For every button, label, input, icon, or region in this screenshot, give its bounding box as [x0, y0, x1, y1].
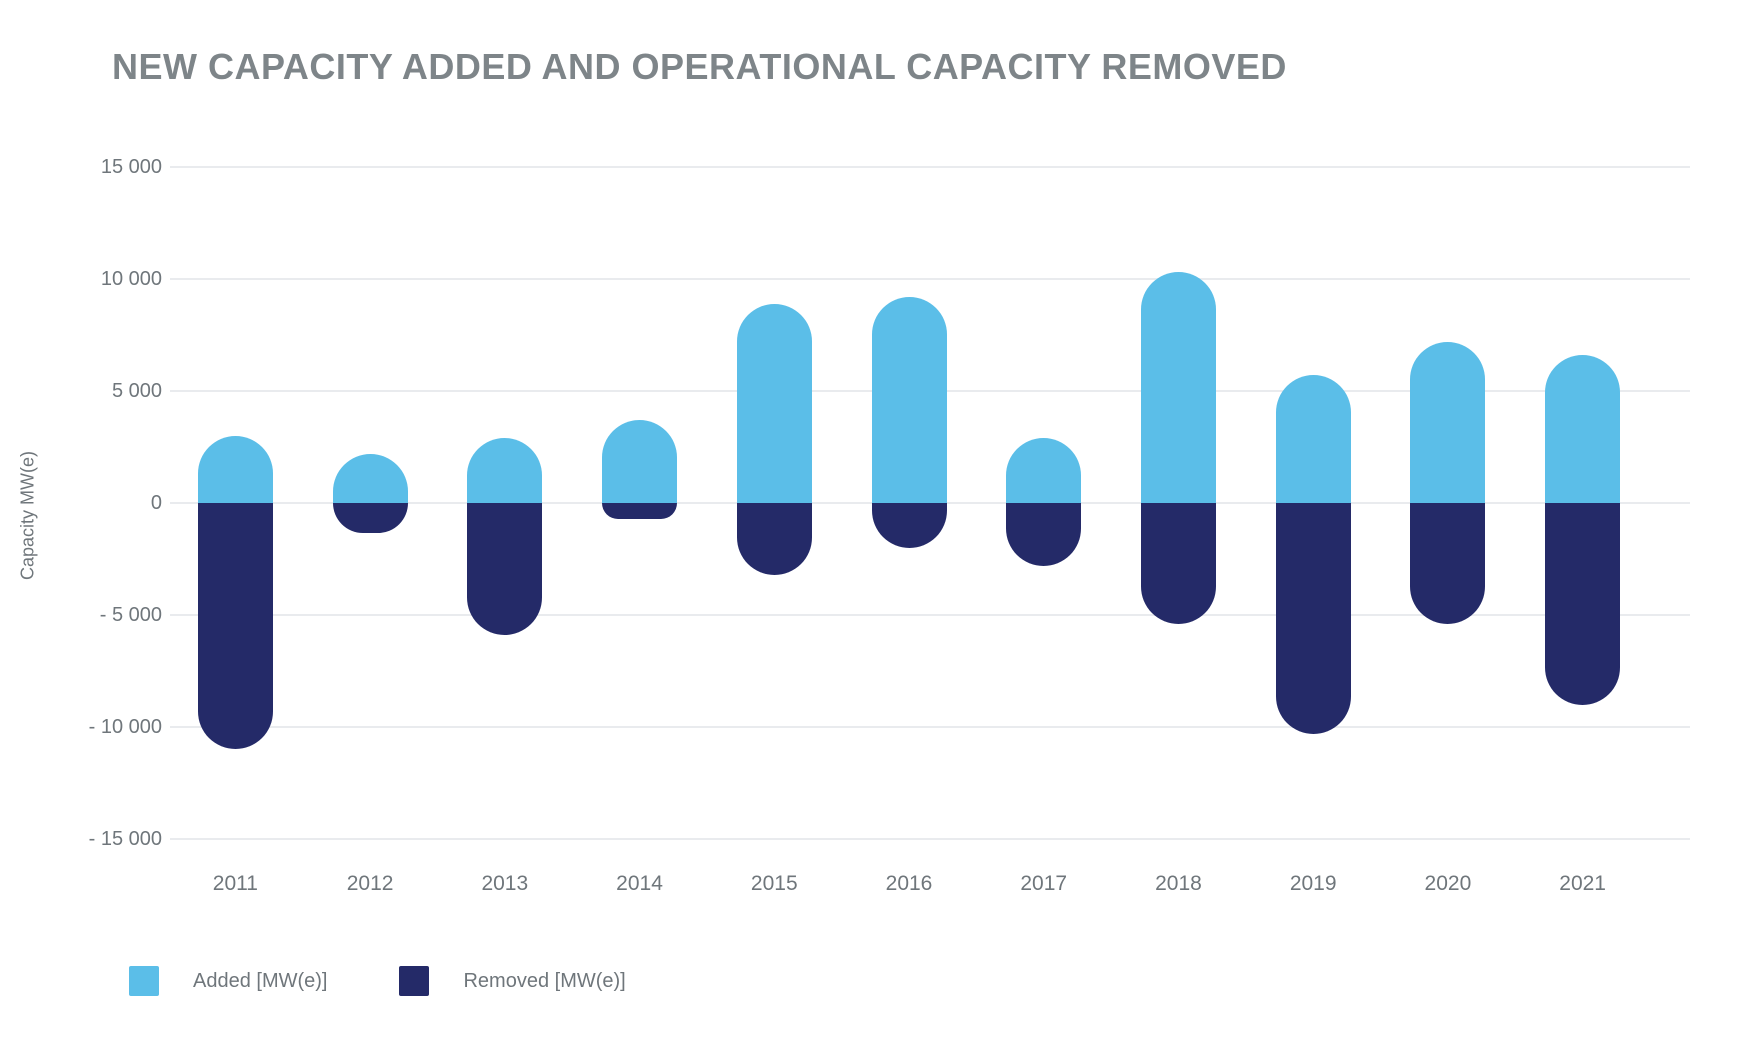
bar-added-2017 [1006, 438, 1082, 503]
bar-removed-2017 [1006, 503, 1082, 566]
y-tick-label-0: 0 [150, 492, 162, 514]
bar-added-2014 [602, 420, 678, 503]
y-tick-label-10000: 10 000 [100, 268, 162, 290]
bar-added-2020 [1410, 341, 1486, 503]
y-tick-label--10000: - 10 000 [88, 716, 162, 738]
x-tick-label-2019: 2019 [1289, 872, 1337, 895]
x-tick-label-2013: 2013 [481, 872, 529, 895]
bar-added-2013 [467, 438, 543, 503]
bar-removed-2014 [602, 503, 678, 519]
x-tick-label-2012: 2012 [346, 872, 394, 895]
bar-removed-2018 [1140, 503, 1216, 624]
legend-item-removed[interactable]: Removed [MW(e)] [399, 966, 626, 996]
bar-removed-2012 [332, 503, 408, 534]
legend-label-removed: Removed [MW(e)] [463, 969, 626, 992]
gridline--5000 [170, 614, 1690, 616]
x-tick-label-2015: 2015 [750, 872, 798, 895]
gridline-15000 [170, 166, 1690, 168]
x-tick-label-2020: 2020 [1424, 872, 1472, 895]
bar-removed-2015 [736, 503, 812, 575]
bar-added-2021 [1545, 355, 1621, 503]
x-tick-label-2011: 2011 [212, 872, 258, 895]
bar-removed-2011 [197, 503, 273, 750]
bar-removed-2016 [871, 503, 947, 548]
bar-added-2016 [871, 296, 947, 503]
bar-added-2012 [332, 453, 408, 503]
x-tick-label-2017: 2017 [1020, 872, 1068, 895]
legend: Added [MW(e)] Removed [MW(e)] [129, 966, 626, 996]
bar-added-2018 [1140, 272, 1216, 503]
gridline--10000 [170, 726, 1690, 728]
gridline--15000 [170, 838, 1690, 840]
x-tick-label-2018: 2018 [1155, 872, 1202, 895]
bar-removed-2020 [1410, 503, 1486, 624]
legend-label-added: Added [MW(e)] [193, 969, 328, 992]
y-tick-label--15000: - 15 000 [88, 828, 162, 850]
bar-removed-2013 [467, 503, 543, 636]
bar-removed-2021 [1545, 503, 1621, 705]
y-tick-label-5000: 5 000 [111, 380, 162, 402]
gridline-10000 [170, 278, 1690, 280]
y-tick-label-15000: 15 000 [100, 156, 162, 178]
legend-item-added[interactable]: Added [MW(e)] [129, 966, 327, 996]
x-tick-label-2014: 2014 [616, 872, 663, 895]
bar-added-2015 [736, 303, 812, 503]
removed-series-swatch [399, 966, 430, 996]
x-tick-label-2021: 2021 [1559, 872, 1606, 895]
bar-removed-2019 [1275, 503, 1351, 734]
y-tick-label--5000: - 5 000 [99, 604, 162, 626]
x-tick-label-2016: 2016 [885, 872, 933, 895]
bar-added-2019 [1275, 375, 1351, 503]
chart-title: NEW CAPACITY ADDED AND OPERATIONAL CAPAC… [112, 46, 1287, 87]
bar-added-2011 [197, 435, 273, 503]
added-series-swatch [129, 966, 159, 996]
